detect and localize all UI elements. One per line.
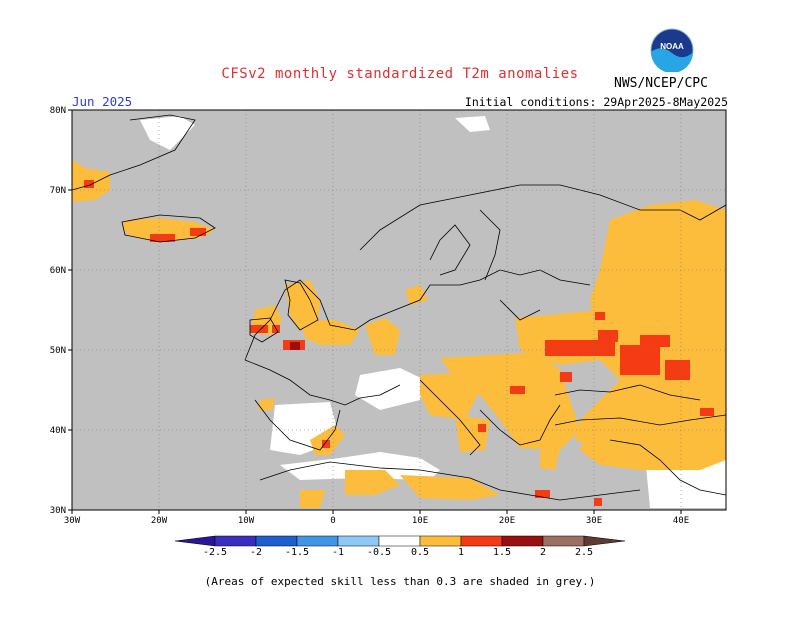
agency-label: NWS/NCEP/CPC — [614, 76, 708, 91]
lat-label-50n: 50N — [50, 346, 66, 356]
colorbar-label-1.5: 1.5 — [492, 547, 512, 558]
colorbar-label-2: 2 — [539, 547, 547, 558]
lat-label-30n: 30N — [50, 506, 66, 516]
noaa-logo: NOAA — [650, 28, 694, 72]
lat-label-70n: 70N — [50, 186, 66, 196]
lat-label-60n: 60N — [50, 266, 66, 276]
map-frame — [71, 109, 727, 511]
svg-text:NOAA: NOAA — [660, 42, 684, 51]
lon-label-10w: 10W — [238, 516, 255, 526]
colorbar-label-m1.5: -1.5 — [284, 547, 310, 558]
lat-label-80n: 80N — [50, 106, 66, 116]
coastlines — [71, 114, 727, 501]
lon-label-20e: 20E — [499, 516, 515, 526]
graticule — [72, 110, 726, 510]
tick-marks — [68, 109, 682, 514]
lon-label-40e: 40E — [673, 516, 689, 526]
lon-label-30e: 30E — [586, 516, 602, 526]
warm-anomaly-1.5 — [290, 342, 300, 350]
colorbar-label-0.5: 0.5 — [410, 547, 430, 558]
skill-footnote: (Areas of expected skill less than 0.3 a… — [204, 575, 596, 588]
lon-label-0: 0 — [330, 516, 335, 526]
colorbar-label-m0.5: -0.5 — [366, 547, 392, 558]
lon-label-30w: 30W — [64, 516, 81, 526]
colorbar-label-2.5: 2.5 — [574, 547, 594, 558]
colorbar-label-1: 1 — [457, 547, 465, 558]
valid-month-label: Jun 2025 — [72, 94, 133, 109]
colorbar-label-m1: -1 — [331, 547, 345, 558]
map-title: CFSv2 monthly standardized T2m anomalies — [221, 66, 579, 82]
lat-label-40n: 40N — [50, 426, 66, 436]
colorbar-label-m2.5: -2.5 — [202, 547, 228, 558]
initial-conditions-label: Initial conditions: 29Apr2025-8May2025 — [464, 95, 728, 109]
lon-label-10e: 10E — [412, 516, 428, 526]
lon-label-20w: 20W — [151, 516, 168, 526]
colorbar-label-m2: -2 — [249, 547, 263, 558]
